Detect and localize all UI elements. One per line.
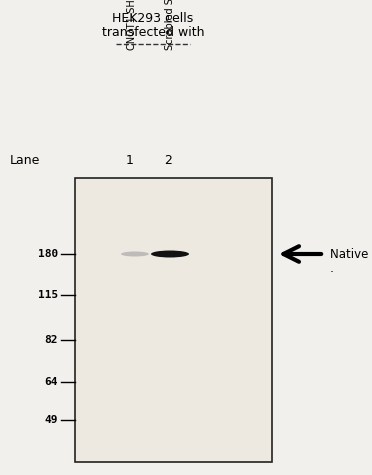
- Text: .: .: [330, 262, 334, 275]
- Bar: [75, 178, 272, 462]
- Text: 115: 115: [38, 290, 58, 300]
- Text: Native CNOT1: Native CNOT1: [330, 247, 372, 260]
- Text: Lane: Lane: [10, 153, 41, 167]
- Text: Scrabled SH-RNA: Scrabled SH-RNA: [165, 0, 175, 50]
- Text: 2: 2: [164, 153, 172, 167]
- Ellipse shape: [151, 250, 189, 257]
- Text: transfected with: transfected with: [102, 26, 204, 38]
- Text: 82: 82: [45, 335, 58, 345]
- Ellipse shape: [121, 251, 149, 256]
- Text: CNOT1-SH RNA: CNOT1-SH RNA: [127, 0, 137, 50]
- Text: HEK293 cells: HEK293 cells: [112, 11, 193, 25]
- Text: 49: 49: [45, 415, 58, 425]
- Text: 1: 1: [126, 153, 134, 167]
- Text: 64: 64: [45, 377, 58, 387]
- Text: 180: 180: [38, 249, 58, 259]
